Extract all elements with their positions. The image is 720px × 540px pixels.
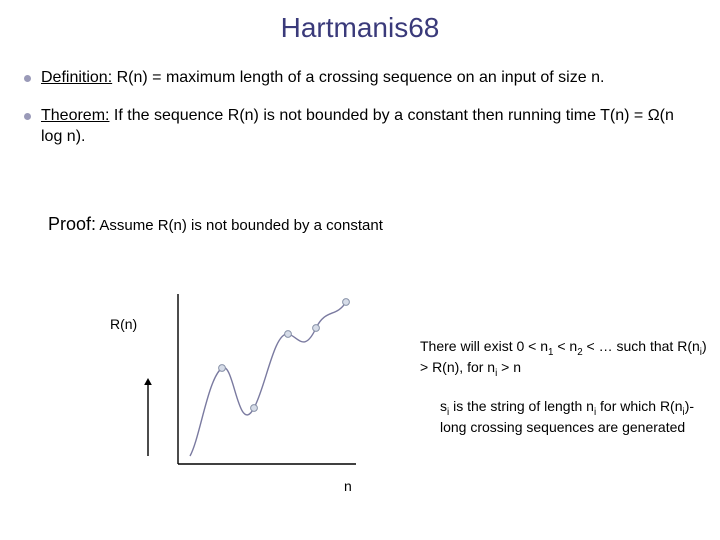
- slide: Hartmanis68 Definition: R(n) = maximum l…: [0, 0, 720, 540]
- bullet-label: Theorem:: [41, 107, 109, 124]
- bullet-list: Definition: R(n) = maximum length of a c…: [24, 68, 696, 165]
- proof-rest: Assume R(n) is not bounded by a constant: [96, 217, 383, 234]
- proof-label: Proof:: [48, 214, 96, 234]
- rn-chart: [168, 288, 358, 474]
- bullet-rest: If the sequence R(n) is not bounded by a…: [41, 107, 674, 144]
- bullet-theorem: Theorem: If the sequence R(n) is not bou…: [24, 106, 696, 147]
- page-title: Hartmanis68: [0, 12, 720, 44]
- bullet-dot-icon: [24, 75, 31, 82]
- bullet-text: Theorem: If the sequence R(n) is not bou…: [41, 106, 696, 147]
- bullet-rest: R(n) = maximum length of a crossing sequ…: [112, 69, 604, 86]
- bullet-definition: Definition: R(n) = maximum length of a c…: [24, 68, 696, 88]
- bullet-text: Definition: R(n) = maximum length of a c…: [41, 68, 696, 88]
- note-string: si is the string of length ni for which …: [440, 398, 700, 437]
- chart-svg: [168, 288, 358, 474]
- note-existence: There will exist 0 < n1 < n2 < … such th…: [420, 338, 710, 380]
- y-axis-label: R(n): [110, 316, 137, 332]
- bullet-label: Definition:: [41, 69, 112, 86]
- proof-line: Proof: Assume R(n) is not bounded by a c…: [48, 214, 383, 235]
- title-text: Hartmanis68: [281, 12, 440, 43]
- x-axis-label: n: [344, 478, 352, 494]
- bullet-dot-icon: [24, 113, 31, 120]
- arrow-icon: [141, 378, 157, 456]
